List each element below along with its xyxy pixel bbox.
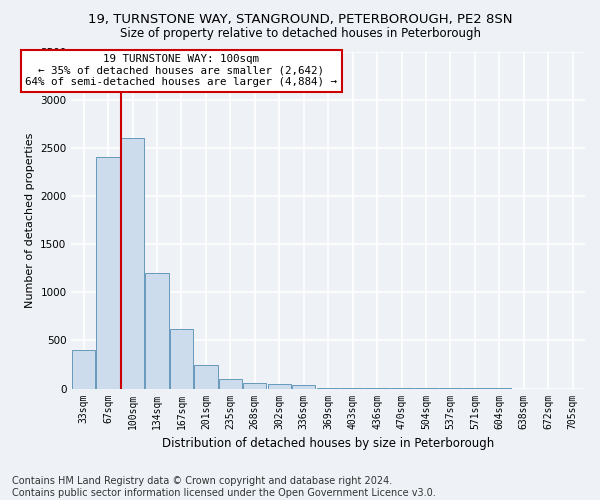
Text: Contains HM Land Registry data © Crown copyright and database right 2024.
Contai: Contains HM Land Registry data © Crown c… — [12, 476, 436, 498]
Bar — [145, 273, 169, 388]
Text: 19, TURNSTONE WAY, STANGROUND, PETERBOROUGH, PE2 8SN: 19, TURNSTONE WAY, STANGROUND, PETERBORO… — [88, 12, 512, 26]
X-axis label: Distribution of detached houses by size in Peterborough: Distribution of detached houses by size … — [162, 437, 494, 450]
Bar — [219, 379, 242, 388]
Text: 19 TURNSTONE WAY: 100sqm  
← 35% of detached houses are smaller (2,642)
64% of s: 19 TURNSTONE WAY: 100sqm ← 35% of detach… — [25, 54, 337, 88]
Bar — [121, 138, 144, 388]
Bar — [194, 366, 218, 388]
Y-axis label: Number of detached properties: Number of detached properties — [25, 132, 35, 308]
Bar — [97, 158, 119, 388]
Text: Size of property relative to detached houses in Peterborough: Size of property relative to detached ho… — [119, 28, 481, 40]
Bar — [72, 350, 95, 389]
Bar — [292, 385, 316, 388]
Bar — [170, 329, 193, 388]
Bar — [268, 384, 291, 388]
Bar — [243, 383, 266, 388]
